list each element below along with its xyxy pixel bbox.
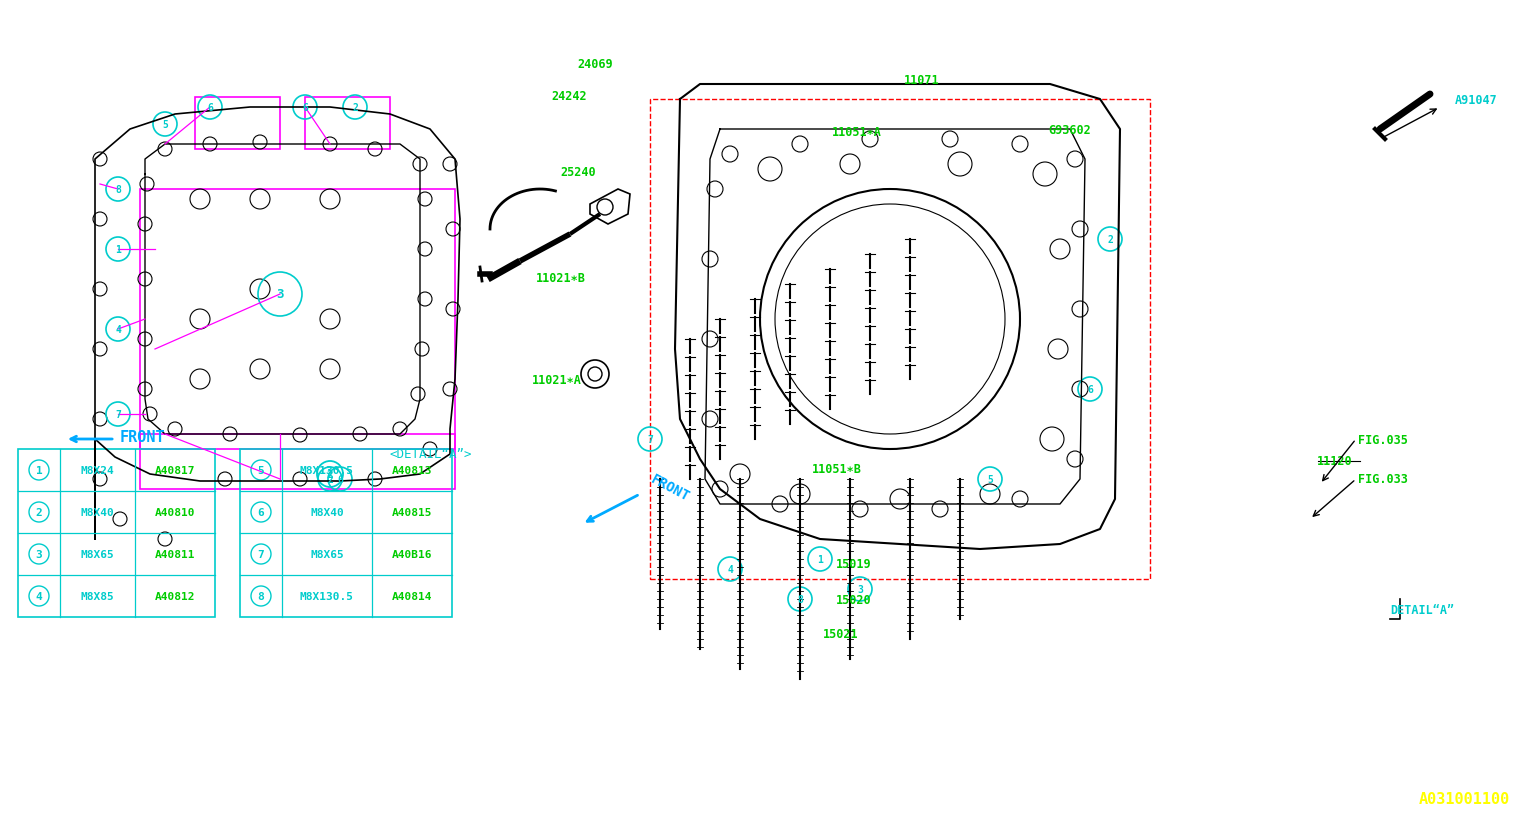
- Text: 15019: 15019: [837, 558, 872, 571]
- Text: M8X40: M8X40: [311, 508, 345, 518]
- Text: FRONT: FRONT: [120, 429, 166, 444]
- Text: M8X65: M8X65: [80, 549, 114, 559]
- Text: A91047: A91047: [1455, 93, 1498, 107]
- Text: M8X130.5: M8X130.5: [300, 591, 354, 601]
- Text: 8: 8: [115, 184, 122, 195]
- Text: 1: 1: [35, 466, 43, 476]
- Bar: [18, 449, 215, 617]
- Text: M8X24: M8X24: [80, 466, 114, 476]
- Text: 8: 8: [258, 591, 265, 601]
- Text: M8X85: M8X85: [80, 591, 114, 601]
- Text: 4: 4: [35, 591, 43, 601]
- Text: 15020: 15020: [837, 593, 872, 605]
- Bar: [140, 434, 455, 490]
- Bar: [240, 449, 452, 617]
- Text: 2: 2: [1107, 235, 1114, 245]
- Text: M8X65: M8X65: [311, 549, 345, 559]
- Text: 7: 7: [258, 549, 265, 559]
- Text: A40813: A40813: [392, 466, 432, 476]
- Text: 6: 6: [301, 103, 308, 112]
- Text: 15021: 15021: [823, 628, 858, 641]
- Text: M8X130.5: M8X130.5: [300, 466, 354, 476]
- Text: 2: 2: [35, 508, 43, 518]
- Text: 2: 2: [352, 103, 358, 112]
- Text: A40817: A40817: [155, 466, 195, 476]
- Text: 6: 6: [208, 103, 212, 112]
- Text: A40815: A40815: [392, 508, 432, 518]
- Text: A40814: A40814: [392, 591, 432, 601]
- Text: 11071: 11071: [904, 74, 940, 86]
- Text: A031001100: A031001100: [1418, 791, 1510, 806]
- Text: 5: 5: [987, 475, 994, 485]
- Text: 11120: 11120: [1317, 455, 1352, 468]
- Text: FIG.033: FIG.033: [1358, 473, 1407, 486]
- Text: 3: 3: [35, 549, 43, 559]
- Text: 3: 3: [277, 288, 283, 301]
- Text: 2: 2: [326, 470, 334, 480]
- Text: 7: 7: [115, 409, 122, 419]
- Text: A40811: A40811: [155, 549, 195, 559]
- Text: 24069: 24069: [577, 59, 612, 71]
- Text: 25240: 25240: [560, 165, 595, 179]
- Text: A40812: A40812: [155, 591, 195, 601]
- Bar: [195, 98, 280, 150]
- Text: A40810: A40810: [155, 508, 195, 518]
- Text: 11021∗A: 11021∗A: [532, 374, 581, 387]
- Text: 24242: 24242: [551, 90, 586, 103]
- Text: 5: 5: [161, 120, 168, 130]
- Text: 4: 4: [727, 564, 734, 574]
- Text: 6: 6: [1087, 385, 1094, 394]
- Text: 1: 1: [115, 245, 122, 255]
- Text: 11051∗A: 11051∗A: [832, 127, 881, 139]
- Text: 3: 3: [857, 585, 863, 595]
- Text: <DETAIL“A”>: <DETAIL“A”>: [391, 448, 472, 461]
- Text: DETAIL“A”: DETAIL“A”: [1390, 603, 1453, 616]
- Text: 2: 2: [328, 475, 332, 485]
- Text: 1: 1: [817, 554, 823, 564]
- Text: 4: 4: [115, 325, 122, 335]
- Text: G93602: G93602: [1047, 123, 1090, 136]
- Text: 11051∗B: 11051∗B: [812, 463, 861, 476]
- Text: FIG.035: FIG.035: [1358, 433, 1407, 446]
- Bar: [651, 100, 1150, 579]
- Text: M8X40: M8X40: [80, 508, 114, 518]
- Bar: [305, 98, 391, 150]
- Text: 8: 8: [797, 595, 803, 605]
- Text: FRONT: FRONT: [647, 471, 692, 504]
- Text: 11021∗B: 11021∗B: [537, 271, 586, 284]
- Text: A40B16: A40B16: [392, 549, 432, 559]
- Bar: [140, 189, 455, 449]
- Text: 5: 5: [258, 466, 265, 476]
- Text: 6: 6: [258, 508, 265, 518]
- Text: 7: 7: [647, 434, 654, 444]
- Text: 6: 6: [337, 475, 343, 485]
